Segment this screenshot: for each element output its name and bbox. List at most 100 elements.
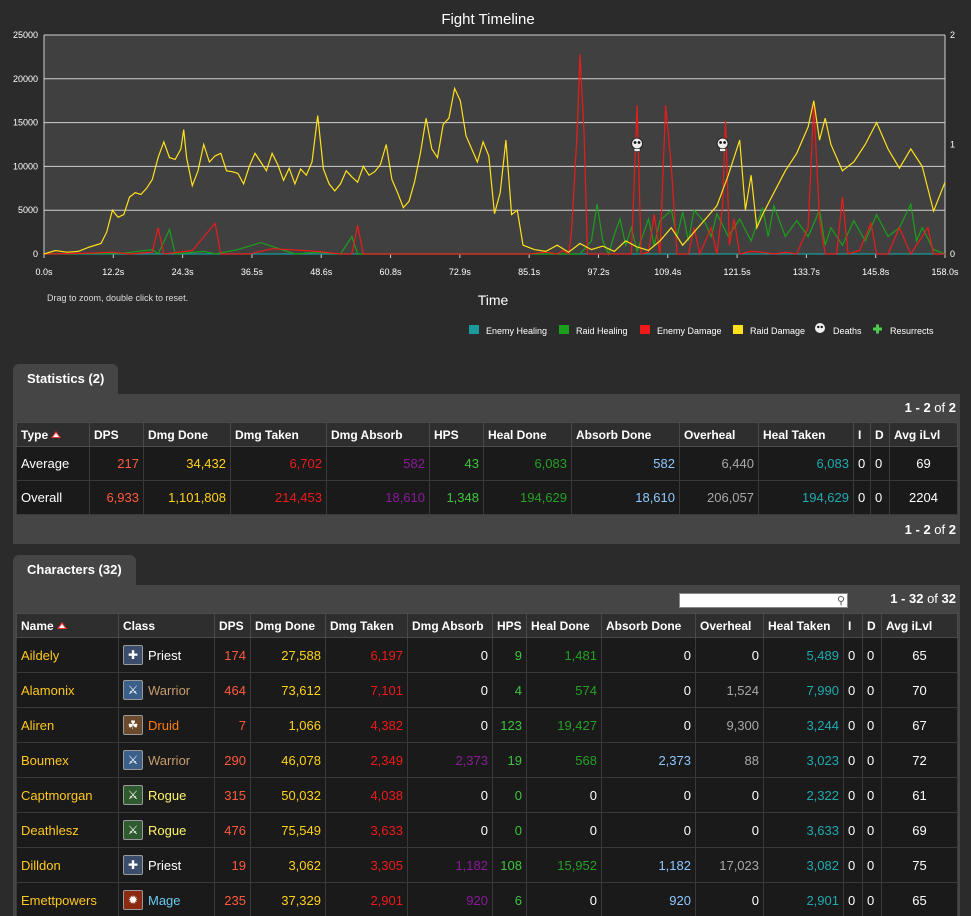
sort-ascending-icon [56,621,67,629]
column-header-label: D [867,618,876,633]
fight-timeline-chart[interactable]: Fight Timeline 0 5000 10000 15000 20000 25000… [0,0,971,345]
column-header-heal-done[interactable]: Heal Done [526,613,602,638]
table-row[interactable]: Boumex ⚔ Warrior 290 46,078 2,349 2,373 19 568 2,… [16,742,958,778]
x-tick-label: 0.0s [35,267,53,277]
x-tick-label: 48.6s [310,267,333,277]
cell-class: ☘ Druid [118,707,215,743]
column-header-label: Avg iLvl [894,427,941,442]
tab-characters[interactable]: Characters (32) [13,555,136,585]
cell-name[interactable]: Aildely [16,637,119,673]
table-row[interactable]: Captmorgan ⚔ Rogue 315 50,032 4,038 0 0 0 0 0 2,322… [16,777,958,813]
cell-class: ✹ Mage [118,882,215,916]
cell-name[interactable]: Emettpowers [16,882,119,916]
cell-name[interactable]: Dilldon [16,847,119,883]
cell-d: 0 [862,882,882,916]
legend-item-raid-healing[interactable]: Raid Healing [559,325,628,336]
column-header-hps[interactable]: HPS [492,613,527,638]
cell-heal-done: 6,083 [483,446,572,481]
cell-dmg-done: 1,101,808 [143,480,231,515]
cell-name[interactable]: Boumex [16,742,119,778]
cell-name[interactable]: Aliren [16,707,119,743]
fight-timeline-svg[interactable]: Fight Timeline 0 5000 10000 15000 20000 25000… [0,0,971,345]
x-tick-label: 97.2s [587,267,610,277]
column-header-dmg-absorb[interactable]: Dmg Absorb [326,422,430,447]
column-header-absorb-done[interactable]: Absorb Done [571,422,680,447]
cell-dmg-taken: 6,702 [230,446,327,481]
cell-d: 0 [870,480,890,515]
chart-title: Fight Timeline [441,11,534,28]
death-marker[interactable] [716,137,729,152]
column-header-dmg-taken[interactable]: Dmg Taken [325,613,408,638]
cell-heal-taken: 3,244 [763,707,844,743]
cell-name[interactable]: Alamonix [16,672,119,708]
tab-statistics[interactable]: Statistics (2) [13,364,119,394]
cell-heal-done: 19,427 [526,707,602,743]
column-header-overheal[interactable]: Overheal [679,422,759,447]
characters-table: Name Class DPS Dmg Done Dmg Taken Dmg Absorb H… [16,613,958,916]
legend-item-raid-damage[interactable]: Raid Damage [733,325,805,336]
cell-absorb-done: 2,373 [601,742,696,778]
column-header-dps[interactable]: DPS [89,422,144,447]
cell-name[interactable]: Deathlesz [16,812,119,848]
cell-hps: 0 [492,812,527,848]
cell-heal-done: 15,952 [526,847,602,883]
legend-item-deaths[interactable]: Deaths [815,323,862,336]
column-header-heal-done[interactable]: Heal Done [483,422,572,447]
column-header-heal-taken[interactable]: Heal Taken [763,613,844,638]
legend-item-enemy-healing[interactable]: Enemy Healing [469,325,547,336]
characters-pager-top: 1 - 32 of 32 [890,591,956,606]
column-header-d[interactable]: D [862,613,882,638]
legend-item-resurrects[interactable]: Resurrects [873,324,934,337]
column-header-name[interactable]: Name [16,613,119,638]
cell-dmg-taken: 6,197 [325,637,408,673]
cell-hps: 43 [429,446,484,481]
column-header-heal-taken[interactable]: Heal Taken [758,422,854,447]
table-row[interactable]: Deathlesz ⚔ Rogue 476 75,549 3,633 0 0 0 0 0 3,633 0… [16,812,958,848]
column-header-absorb-done[interactable]: Absorb Done [601,613,696,638]
legend-swatch [733,325,743,334]
cell-name[interactable]: Captmorgan [16,777,119,813]
legend-label: Raid Healing [576,326,628,336]
column-header-dps[interactable]: DPS [214,613,251,638]
column-header-avg-ilvl[interactable]: Avg iLvl [889,422,958,447]
zoom-hint: Drag to zoom, double click to reset. [47,293,188,303]
cell-heal-done: 0 [526,812,602,848]
cell-hps: 19 [492,742,527,778]
statistics-pager-top: 1 - 2 of 2 [905,400,956,415]
death-marker[interactable] [631,137,644,152]
column-header-dmg-taken[interactable]: Dmg Taken [230,422,327,447]
column-header-i[interactable]: I [843,613,863,638]
table-row[interactable]: Aliren ☘ Druid 7 1,066 4,382 0 123 19,427 0 9,300 3… [16,707,958,743]
cell-overheal: 9,300 [695,707,764,743]
cell-dmg-done: 27,588 [250,637,326,673]
column-header-type[interactable]: Type [16,422,90,447]
column-header-dmg-done[interactable]: Dmg Done [250,613,326,638]
table-row[interactable]: Alamonix ⚔ Warrior 464 73,612 7,101 0 4 574 0 1,52… [16,672,958,708]
column-header-hps[interactable]: HPS [429,422,484,447]
cell-d: 0 [862,707,882,743]
column-header-dmg-absorb[interactable]: Dmg Absorb [407,613,493,638]
column-header-overheal[interactable]: Overheal [695,613,764,638]
column-header-label: I [848,618,852,633]
column-header-d[interactable]: D [870,422,890,447]
cell-absorb-done: 920 [601,882,696,916]
table-row[interactable]: Emettpowers ✹ Mage 235 37,329 2,901 920 6 0 920 0 2… [16,882,958,916]
column-header-dmg-done[interactable]: Dmg Done [143,422,231,447]
cell-hps: 6 [492,882,527,916]
cell-i: 0 [843,777,863,813]
plot-background[interactable] [44,35,945,254]
legend-item-enemy-damage[interactable]: Enemy Damage [640,325,722,336]
dagger-icon: ⚔ [123,820,143,840]
table-row[interactable]: Dilldon ✚ Priest 19 3,062 3,305 1,182 108 15,952… [16,847,958,883]
character-search-input[interactable]: ⚲ [679,593,848,608]
table-row: Average 217 34,432 6,702 582 43 6,083 582 6,440 6… [16,446,958,481]
legend-label: Raid Damage [750,326,805,336]
cell-i: 0 [843,882,863,916]
table-row[interactable]: Aildely ✚ Priest 174 27,588 6,197 0 9 1,481 0 0 5,4… [16,637,958,673]
column-header-avg-ilvl[interactable]: Avg iLvl [881,613,958,638]
column-header-i[interactable]: I [853,422,871,447]
column-header-class[interactable]: Class [118,613,215,638]
search-icon[interactable]: ⚲ [836,595,845,607]
cell-d: 0 [862,742,882,778]
cell-dmg-done: 75,549 [250,812,326,848]
